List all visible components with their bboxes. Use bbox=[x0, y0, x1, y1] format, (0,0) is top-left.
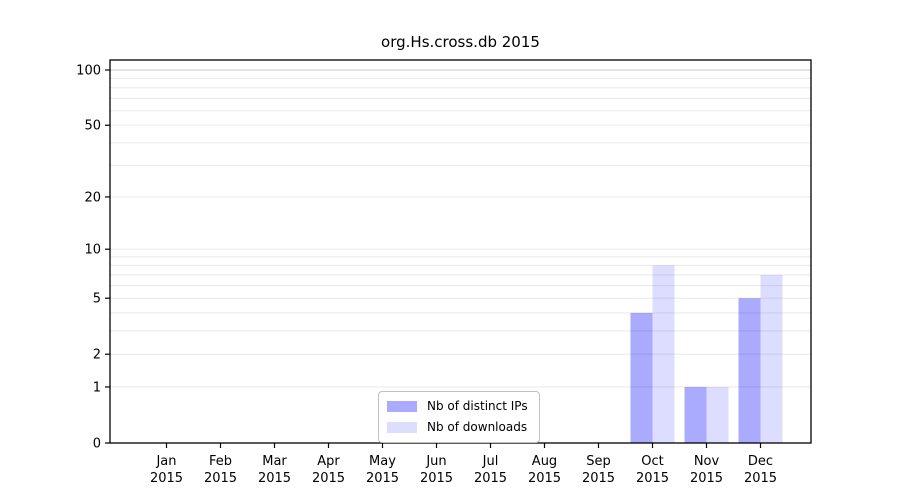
y-tick-label-0: 0 bbox=[93, 437, 101, 452]
legend: Nb of distinct IPs Nb of downloads bbox=[378, 391, 540, 443]
x-tick-label-year-apr: 2015 bbox=[312, 471, 345, 486]
bar-oct-distinct-ips bbox=[630, 312, 653, 443]
x-tick-label-year-jun: 2015 bbox=[420, 471, 453, 486]
legend-item-distinct-ips: Nb of distinct IPs bbox=[387, 399, 528, 414]
legend-swatch-downloads bbox=[387, 422, 417, 433]
plot-border bbox=[109, 59, 812, 444]
bar-dec-downloads bbox=[760, 274, 783, 443]
x-tick-label-year-nov: 2015 bbox=[690, 471, 723, 486]
x-tick-label-month-feb: Feb bbox=[209, 454, 232, 469]
x-tick-label-year-jul: 2015 bbox=[474, 471, 507, 486]
x-tick-label-month-aug: Aug bbox=[532, 454, 557, 469]
y-tick-label-20: 20 bbox=[84, 190, 101, 205]
chart-title: org.Hs.cross.db 2015 bbox=[381, 33, 540, 51]
legend-swatch-distinct-ips bbox=[387, 401, 417, 412]
y-tick-label-1: 1 bbox=[93, 380, 101, 395]
x-tick-label-month-nov: Nov bbox=[694, 454, 720, 469]
x-tick-label-month-dec: Dec bbox=[748, 454, 773, 469]
x-tick-label-year-aug: 2015 bbox=[528, 471, 561, 486]
y-tick-label-100: 100 bbox=[76, 64, 101, 79]
bar-oct-downloads bbox=[652, 265, 675, 443]
x-tick-label-year-sep: 2015 bbox=[582, 471, 615, 486]
x-tick-label-year-may: 2015 bbox=[366, 471, 399, 486]
bar-nov-distinct-ips bbox=[684, 386, 707, 443]
legend-label-downloads: Nb of downloads bbox=[427, 420, 528, 434]
y-tick-label-50: 50 bbox=[84, 119, 101, 134]
x-tick-label-month-may: May bbox=[369, 454, 396, 469]
x-tick-label-year-mar: 2015 bbox=[258, 471, 291, 486]
x-tick-label-year-jan: 2015 bbox=[150, 471, 183, 486]
y-tick-label-10: 10 bbox=[84, 243, 101, 258]
x-tick-label-year-dec: 2015 bbox=[744, 471, 777, 486]
x-tick-label-month-sep: Sep bbox=[586, 454, 611, 469]
x-tick-label-month-jan: Jan bbox=[155, 454, 176, 469]
legend-item-downloads: Nb of downloads bbox=[387, 420, 528, 435]
legend-label-distinct-ips: Nb of distinct IPs bbox=[427, 399, 528, 413]
x-tick-label-month-apr: Apr bbox=[317, 454, 340, 469]
x-tick-label-month-mar: Mar bbox=[262, 454, 287, 469]
bar-nov-downloads bbox=[706, 386, 729, 443]
y-tick-label-2: 2 bbox=[93, 348, 101, 363]
x-tick-label-month-oct: Oct bbox=[641, 454, 663, 469]
x-tick-label-year-feb: 2015 bbox=[204, 471, 237, 486]
x-tick-label-year-oct: 2015 bbox=[636, 471, 669, 486]
bar-dec-distinct-ips bbox=[738, 298, 761, 443]
x-tick-label-month-jun: Jun bbox=[425, 454, 446, 469]
x-tick-label-month-jul: Jul bbox=[482, 454, 499, 469]
y-tick-label-5: 5 bbox=[93, 292, 101, 307]
